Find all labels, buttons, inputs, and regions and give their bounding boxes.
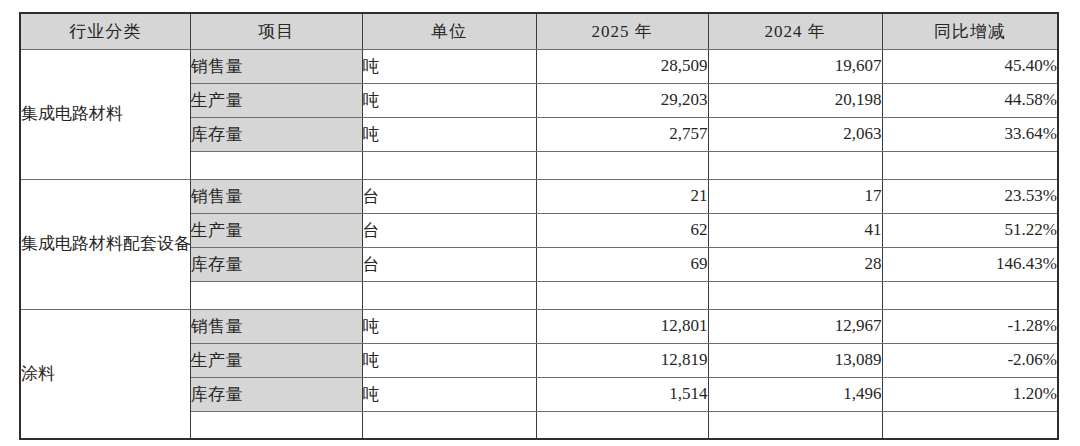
value-2025-cell: 12,819 — [536, 343, 708, 377]
empty-cell — [536, 411, 708, 439]
value-2024-cell: 2,063 — [708, 117, 882, 151]
empty-cell — [882, 151, 1058, 179]
value-2024-cell: 13,089 — [708, 343, 882, 377]
value-2025-cell: 28,509 — [536, 49, 708, 83]
header-unit: 单位 — [362, 13, 536, 49]
value-2025-cell: 21 — [536, 179, 708, 213]
unit-cell: 吨 — [362, 49, 536, 83]
industry-cell-ic-equipment: 集成电路材料配套设备 — [20, 179, 190, 309]
empty-cell — [708, 281, 882, 309]
item-cell: 生产量 — [190, 83, 362, 117]
value-2024-cell: 20,198 — [708, 83, 882, 117]
unit-cell: 吨 — [362, 343, 536, 377]
unit-cell: 台 — [362, 179, 536, 213]
unit-cell: 台 — [362, 247, 536, 281]
empty-cell — [190, 281, 362, 309]
value-2025-cell: 1,514 — [536, 377, 708, 411]
item-cell: 销售量 — [190, 49, 362, 83]
unit-cell: 吨 — [362, 83, 536, 117]
unit-cell: 吨 — [362, 117, 536, 151]
unit-cell: 吨 — [362, 309, 536, 343]
item-cell: 销售量 — [190, 309, 362, 343]
value-2025-cell: 62 — [536, 213, 708, 247]
production-sales-table: 行业分类 项目 单位 2025 年 2024 年 同比增减 集成电路材料 销售量… — [19, 12, 1059, 440]
empty-cell — [362, 411, 536, 439]
item-cell: 库存量 — [190, 377, 362, 411]
empty-cell — [882, 281, 1058, 309]
empty-cell — [190, 411, 362, 439]
yoy-cell: 45.40% — [882, 49, 1058, 83]
item-cell: 库存量 — [190, 117, 362, 151]
empty-cell — [190, 151, 362, 179]
value-2025-cell: 2,757 — [536, 117, 708, 151]
yoy-cell: -2.06% — [882, 343, 1058, 377]
item-cell: 销售量 — [190, 179, 362, 213]
yoy-cell: 44.58% — [882, 83, 1058, 117]
yoy-cell: 23.53% — [882, 179, 1058, 213]
value-2024-cell: 12,967 — [708, 309, 882, 343]
unit-cell: 吨 — [362, 377, 536, 411]
header-yoy: 同比增减 — [882, 13, 1058, 49]
unit-cell: 台 — [362, 213, 536, 247]
table-row: 涂料 销售量 吨 12,801 12,967 -1.28% — [20, 309, 1058, 343]
value-2025-cell: 69 — [536, 247, 708, 281]
item-cell: 生产量 — [190, 213, 362, 247]
value-2024-cell: 28 — [708, 247, 882, 281]
value-2024-cell: 19,607 — [708, 49, 882, 83]
header-industry: 行业分类 — [20, 13, 190, 49]
empty-cell — [536, 281, 708, 309]
header-item: 项目 — [190, 13, 362, 49]
yoy-cell: 1.20% — [882, 377, 1058, 411]
empty-cell — [708, 151, 882, 179]
yoy-cell: -1.28% — [882, 309, 1058, 343]
yoy-cell: 33.64% — [882, 117, 1058, 151]
header-year-2025: 2025 年 — [536, 13, 708, 49]
empty-cell — [708, 411, 882, 439]
header-year-2024: 2024 年 — [708, 13, 882, 49]
item-cell: 生产量 — [190, 343, 362, 377]
industry-cell-coatings: 涂料 — [20, 309, 190, 439]
value-2024-cell: 1,496 — [708, 377, 882, 411]
table-row: 集成电路材料配套设备 销售量 台 21 17 23.53% — [20, 179, 1058, 213]
value-2024-cell: 17 — [708, 179, 882, 213]
table-header-row: 行业分类 项目 单位 2025 年 2024 年 同比增减 — [20, 13, 1058, 49]
yoy-cell: 51.22% — [882, 213, 1058, 247]
empty-cell — [536, 151, 708, 179]
table-row: 集成电路材料 销售量 吨 28,509 19,607 45.40% — [20, 49, 1058, 83]
empty-cell — [362, 151, 536, 179]
value-2024-cell: 41 — [708, 213, 882, 247]
industry-cell-ic-materials: 集成电路材料 — [20, 49, 190, 179]
report-page: 行业分类 项目 单位 2025 年 2024 年 同比增减 集成电路材料 销售量… — [0, 0, 1080, 446]
item-cell: 库存量 — [190, 247, 362, 281]
yoy-cell: 146.43% — [882, 247, 1058, 281]
empty-cell — [882, 411, 1058, 439]
value-2025-cell: 29,203 — [536, 83, 708, 117]
empty-cell — [362, 281, 536, 309]
value-2025-cell: 12,801 — [536, 309, 708, 343]
